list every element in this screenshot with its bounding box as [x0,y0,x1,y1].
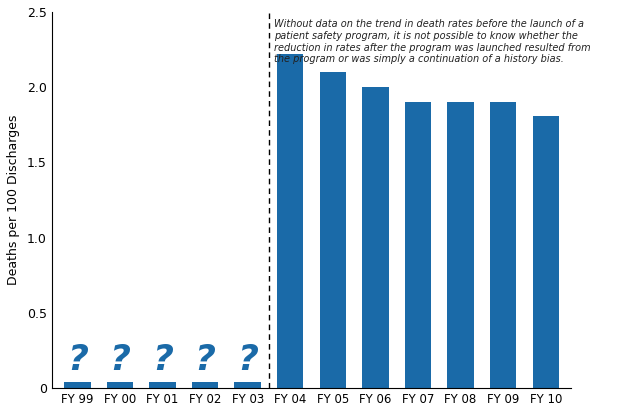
Bar [192,382,218,388]
Text: ?: ? [67,343,88,377]
Y-axis label: Deaths per 100 Discharges: Deaths per 100 Discharges [7,115,20,285]
Bar [64,382,91,388]
Text: Without data on the trend in death rates before the launch of a
patient safety p: Without data on the trend in death rates… [274,19,591,64]
Text: ?: ? [237,343,258,377]
Text: ?: ? [152,343,173,377]
Text: ?: ? [195,343,216,377]
Bar [107,382,133,388]
Text: ?: ? [109,343,130,377]
Bar [490,102,516,388]
Bar [362,87,389,388]
Bar [277,54,303,388]
Bar [319,72,346,388]
Bar [405,102,431,388]
Bar [234,382,261,388]
Bar [533,116,559,388]
Bar [149,382,175,388]
Bar [448,102,474,388]
